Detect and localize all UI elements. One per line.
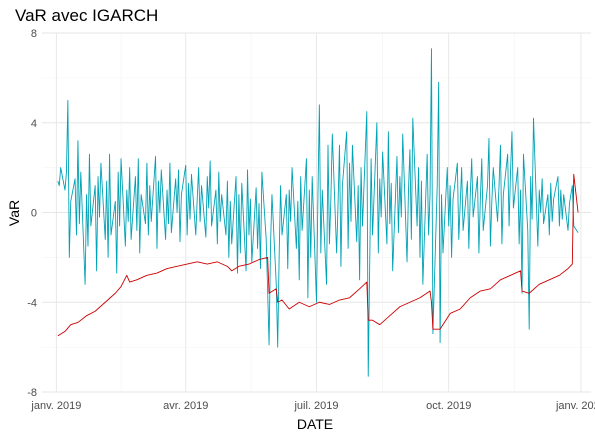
- x-tick-label: janv. 2019: [30, 400, 81, 412]
- grid-lines: [42, 32, 591, 393]
- x-axis-label: DATE: [297, 416, 333, 432]
- y-tick-label: -4: [27, 297, 37, 309]
- y-tick-label: 8: [31, 28, 37, 40]
- series-group: [57, 48, 579, 377]
- y-tick-label: 0: [31, 208, 37, 220]
- x-tick-labels: janv. 2019 avr. 2019 juil. 2019 oct. 2019 ja…: [30, 400, 595, 412]
- series-line-cyan: [57, 48, 579, 377]
- y-tick-labels: -8 -4 0 4 8: [27, 28, 37, 399]
- y-tick-label: 4: [31, 118, 37, 130]
- chart-title: VaR avec IGARCH: [15, 6, 159, 25]
- x-tick-label: janv. 2020: [555, 400, 595, 412]
- y-axis-label: VaR: [6, 200, 22, 226]
- x-tick-label: oct. 2019: [426, 400, 471, 412]
- series-line-red: [57, 173, 579, 337]
- y-tick-label: -8: [27, 387, 37, 399]
- x-tick-label: avr. 2019: [163, 400, 208, 412]
- x-tick-label: juil. 2019: [293, 400, 338, 412]
